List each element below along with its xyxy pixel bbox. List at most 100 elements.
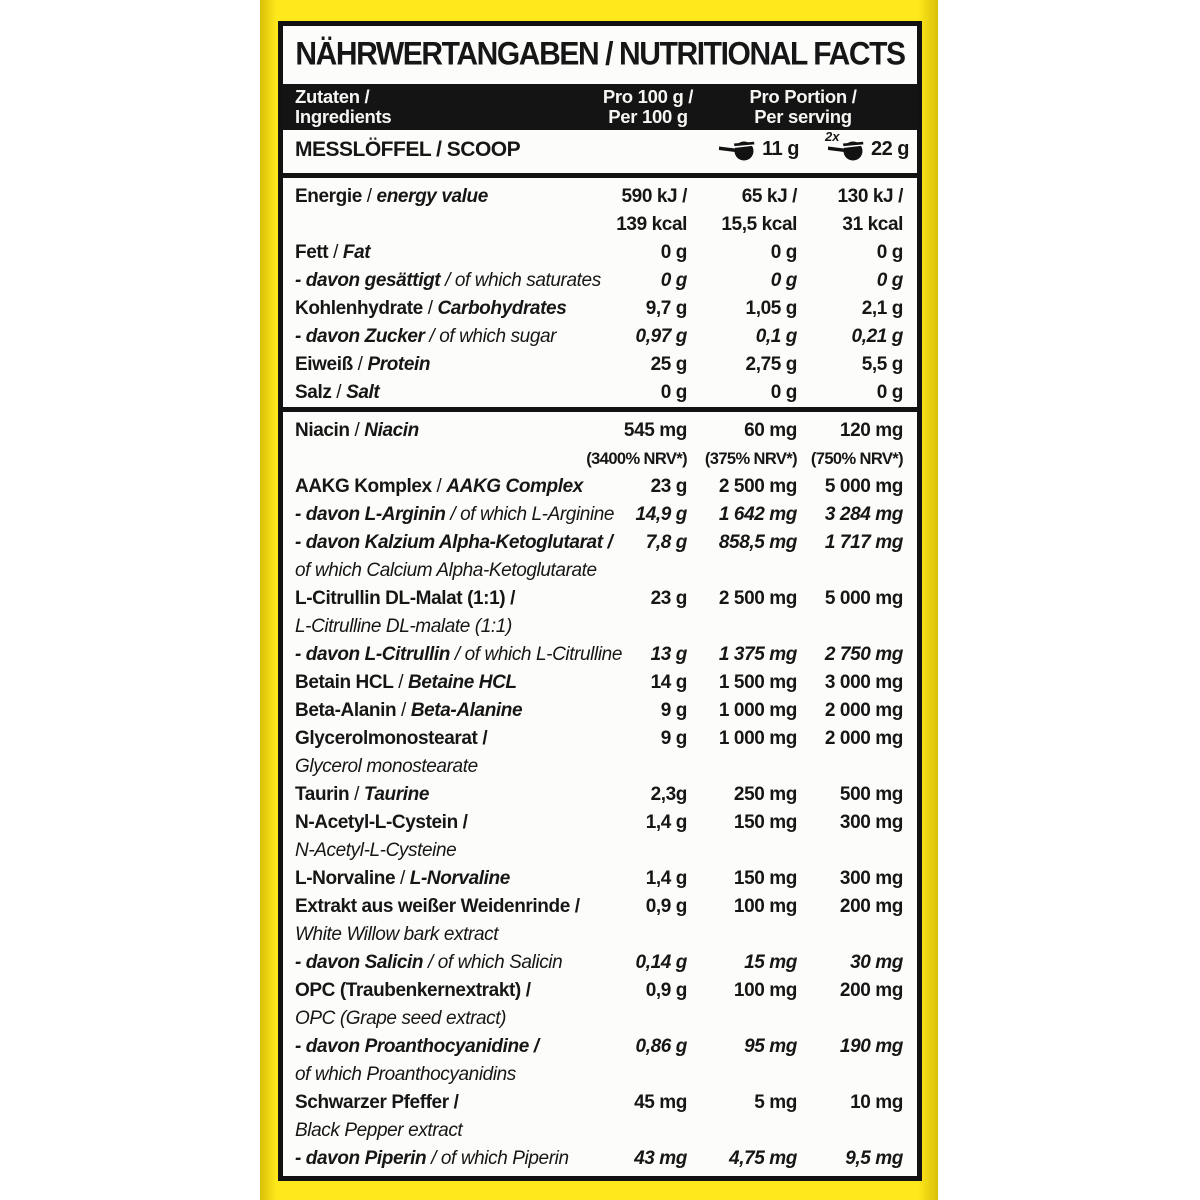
value-cell: 545 mg <box>623 420 687 441</box>
value-cell: 2 750 mg <box>824 644 904 665</box>
value-cell: 590 kJ / <box>621 186 688 207</box>
value-cell: 5,5 g <box>861 354 904 375</box>
table-row: Eiweiß / Protein 25 g 2,75 g 5,5 g <box>283 351 917 379</box>
table-row: Niacin / Niacin 545 mg 60 mg 120 mg (3400% N… <box>283 417 917 473</box>
row-name: Extrakt aus weißer Weidenrinde / White Wi… <box>295 896 917 949</box>
value-cell: 250 mg <box>733 784 797 805</box>
scoop-row: MESSLÖFFEL / SCOOP 11 g 2x <box>283 129 917 173</box>
value-cell: 3 000 mg <box>824 672 904 693</box>
nutrition-basic-section: Energie / energy value 590 kJ / 65 kJ / 130… <box>283 178 917 407</box>
value-cell: 45 mg <box>634 1092 687 1113</box>
row-name-translation: White Willow bark extract <box>295 924 499 945</box>
value-cell: 1,4 g <box>645 868 688 889</box>
row-name: AAKG Komplex / AAKG Complex <box>295 476 583 497</box>
value-cell: 7,8 g <box>645 532 688 553</box>
value-cell: 0 g <box>660 382 688 403</box>
row-name: OPC (Traubenkernextrakt) / OPC (Grape see… <box>295 980 917 1033</box>
table-row: Betain HCL / Betaine HCL 14 g 1 500 mg 3 00… <box>283 669 917 697</box>
nutrition-label: NÄHRWERTANGABEN / NUTRITIONAL FACTS Zuta… <box>278 21 922 1181</box>
value-cell: 1,4 g <box>645 812 688 833</box>
value-cell: 15 mg <box>744 952 797 973</box>
value-cell: 190 mg <box>839 1036 903 1057</box>
table-row: Schwarzer Pfeffer / Black Pepper extract 4… <box>283 1089 917 1145</box>
row-name: - davon Kalzium Alpha-Ketoglutarat / of w… <box>295 532 917 585</box>
value-cell: 1 000 mg <box>718 728 798 749</box>
value-cell: 1 717 mg <box>824 532 904 553</box>
row-name: - davon Proanthocyanidine / of which Proa… <box>295 1036 917 1089</box>
table-row: Fett / Fat 0 g 0 g 0 g <box>283 239 917 267</box>
row-name: L-Norvaline / L-Norvaline <box>295 868 510 889</box>
value-cell: 0,14 g <box>635 952 688 973</box>
row-name: Glycerolmonostearat / Glycerol monosteara… <box>295 728 917 781</box>
value-cell: (750% NRV*) <box>810 450 904 468</box>
value-cell: 0,9 g <box>645 980 688 1001</box>
row-name: - davon Salicin / of which Salicin <box>295 952 563 973</box>
value-cell: 200 mg <box>839 896 903 917</box>
value-cell: 2 000 mg <box>824 700 904 721</box>
value-cell: 1 500 mg <box>718 672 798 693</box>
value-cell: 0 g <box>660 270 688 291</box>
value-cell: 31 kcal <box>842 214 903 235</box>
row-name: - davon L-Arginin / of which L-Arginine <box>295 504 615 525</box>
value-cell: 2 500 mg <box>718 588 798 609</box>
row-name: Betain HCL / Betaine HCL <box>295 672 517 693</box>
value-cell: 0 g <box>876 382 904 403</box>
table-row: - davon Piperin / of which Piperin 43 mg 4… <box>283 1145 917 1173</box>
value-cell: 15,5 kcal <box>721 214 797 235</box>
row-name: L-Citrullin DL-Malat (1:1) / L-Citrulline… <box>295 588 917 641</box>
value-cell: 2,75 g <box>745 354 798 375</box>
scoop1-quantity: 11 g <box>762 137 799 160</box>
value-cell: 95 mg <box>744 1036 797 1057</box>
value-cell: 0 g <box>876 270 904 291</box>
divider-line <box>283 407 917 412</box>
value-cell: 1,05 g <box>745 298 798 319</box>
value-cell: 14,9 g <box>635 504 688 525</box>
value-cell: 2,3g <box>650 784 688 805</box>
value-cell: 25 g <box>650 354 688 375</box>
table-row: - davon Zucker / of which sugar 0,97 g 0,1… <box>283 323 917 351</box>
value-cell: 9,5 mg <box>845 1148 903 1169</box>
table-row: Energie / energy value 590 kJ / 65 kJ / 130… <box>283 183 917 239</box>
value-cell: 1 375 mg <box>718 644 798 665</box>
row-name: - davon Zucker / of which sugar <box>295 326 557 347</box>
table-row: - davon Kalzium Alpha-Ketoglutarat / of w… <box>283 529 917 585</box>
row-name: N-Acetyl-L-Cystein / N-Acetyl-L-Cysteine <box>295 812 917 865</box>
row-name-translation: N-Acetyl-L-Cysteine <box>295 840 457 861</box>
value-cell: 10 mg <box>850 1092 903 1113</box>
table-row: - davon L-Citrullin / of which L-Citrull… <box>283 641 917 669</box>
value-cell: 0,9 g <box>645 896 688 917</box>
scoop-icon <box>718 136 758 162</box>
value-cell: 100 mg <box>733 980 797 1001</box>
table-row: Beta-Alanin / Beta-Alanine 9 g 1 000 mg 2 0… <box>283 697 917 725</box>
table-row: - davon L-Arginin / of which L-Arginine 1… <box>283 501 917 529</box>
value-cell: 139 kcal <box>616 214 687 235</box>
row-name: Niacin / Niacin <box>295 420 419 441</box>
row-name: Taurin / Taurine <box>295 784 430 805</box>
value-cell: 0,86 g <box>635 1036 688 1057</box>
value-cell: 60 mg <box>744 420 797 441</box>
value-cell: 65 kJ / <box>741 186 798 207</box>
value-cell: 5 000 mg <box>824 476 904 497</box>
value-cell: 858,5 mg <box>718 532 798 553</box>
table-row: Salz / Salt 0 g 0 g 0 g <box>283 379 917 407</box>
row-name: Kohlenhydrate / Carbohydrates <box>295 298 567 319</box>
row-name: Energie / energy value <box>295 186 488 207</box>
header-per-serving: Pro Portion / Per serving <box>749 86 857 127</box>
value-cell: 300 mg <box>839 868 903 889</box>
value-cell: 120 mg <box>839 420 903 441</box>
row-name-translation: of which Proanthocyanidins <box>295 1064 516 1085</box>
value-cell: (375% NRV*) <box>704 450 798 468</box>
row-name-translation: Black Pepper extract <box>295 1120 463 1141</box>
value-cell: 2,1 g <box>861 298 904 319</box>
value-cell: 0,21 g <box>851 326 904 347</box>
row-name: - davon Piperin / of which Piperin <box>295 1148 569 1169</box>
table-row: - davon Proanthocyanidine / of which Proa… <box>283 1033 917 1089</box>
row-name: Salz / Salt <box>295 382 380 403</box>
value-cell: 200 mg <box>839 980 903 1001</box>
table-row: Kohlenhydrate / Carbohydrates 9,7 g 1,05 g… <box>283 295 917 323</box>
value-cell: 0 g <box>770 242 798 263</box>
value-cell: 1 000 mg <box>718 700 798 721</box>
value-cell: 0 g <box>770 382 798 403</box>
value-cell: 150 mg <box>733 868 797 889</box>
value-cell: 0,1 g <box>755 326 798 347</box>
